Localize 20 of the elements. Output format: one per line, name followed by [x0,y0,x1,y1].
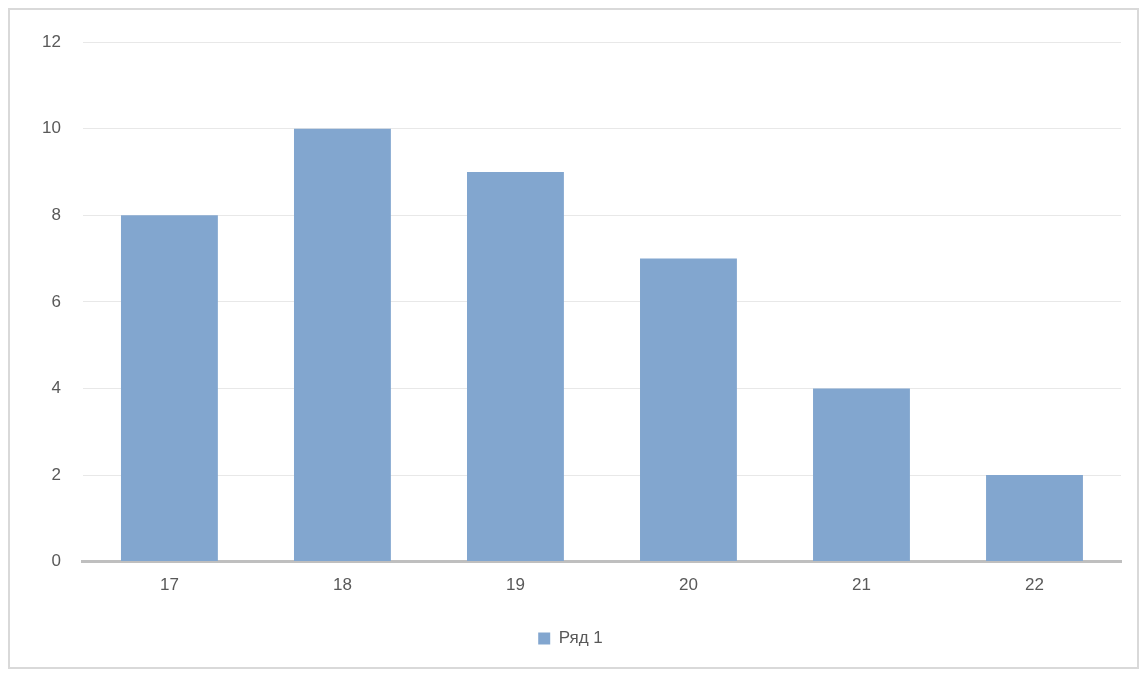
bar [813,388,910,562]
y-tick-label: 12 [41,31,61,51]
bar [467,172,564,562]
bar [120,215,218,562]
x-tick-label: 18 [332,575,352,595]
legend-label: Ряд 1 [558,628,603,648]
y-tick-label: 2 [51,464,61,484]
bar [293,128,391,562]
x-tick-label: 17 [159,575,179,595]
y-tick-label: 6 [51,291,61,311]
x-tick-label: 22 [1025,575,1044,595]
x-tick-label: 20 [679,575,698,595]
y-tick-label: 10 [41,118,61,138]
x-tick-label: 21 [852,575,871,595]
x-tick-label: 19 [505,575,525,595]
y-tick-label: 0 [51,551,61,571]
bar [986,475,1083,562]
y-tick-label: 4 [51,378,61,398]
y-tick-label: 8 [51,205,61,225]
bar [640,258,737,562]
